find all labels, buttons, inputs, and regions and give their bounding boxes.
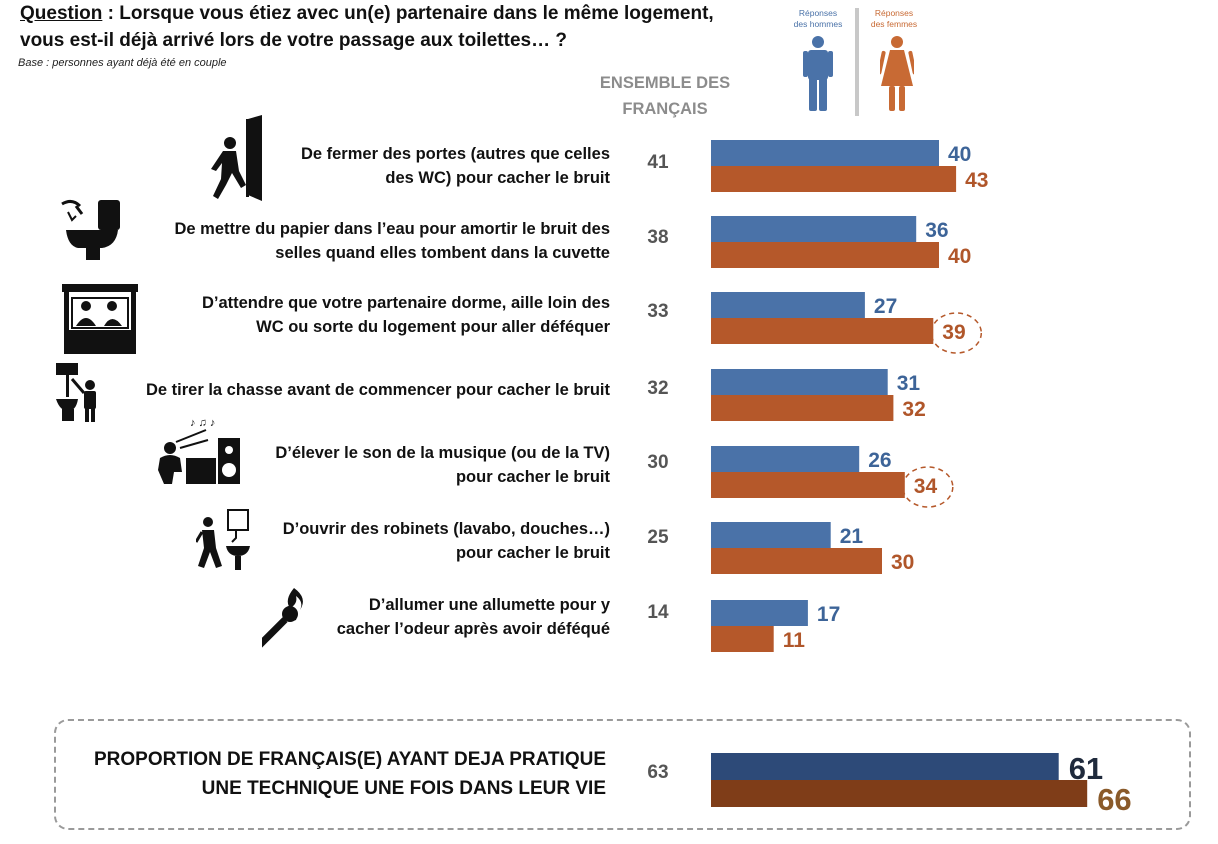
toilet-paper-icon — [61, 199, 120, 260]
ensemble-header-line1: ENSEMBLE DES — [599, 74, 731, 92]
row-label-line2: pour cacher le bruit — [455, 544, 610, 562]
bar-women — [711, 626, 774, 652]
summary-label-women: 66 — [1097, 782, 1131, 817]
bar-men — [711, 369, 888, 395]
bar-men — [711, 140, 939, 166]
summary-label-line1: PROPORTION DE FRANÇAIS(E) AYANT DEJA PRA… — [94, 749, 606, 770]
flush-toilet-icon — [56, 363, 96, 422]
legend-men-line2: des hommes — [793, 19, 843, 29]
bar-men — [711, 446, 860, 472]
legend-divider — [855, 8, 859, 116]
data-label-women: 32 — [902, 398, 925, 421]
row-label: D’élever le son de la musique (ou de la … — [275, 441, 610, 489]
row-label: D’attendre que votre partenaire dorme, a… — [202, 291, 610, 339]
ensemble-value: 32 — [647, 378, 669, 399]
bar-men — [711, 522, 831, 548]
question-text: Question : Lorsque vous étiez avec un(e)… — [20, 0, 714, 54]
data-label-men: 31 — [897, 372, 921, 395]
data-label-women: 11 — [783, 629, 806, 652]
legend-men-label: Réponses des hommes — [788, 8, 848, 30]
door-exit-icon — [211, 115, 262, 201]
row-label-line2: De tirer la chasse avant de commencer po… — [145, 381, 610, 399]
row-label-line1: D’élever le son de la musique (ou de la … — [275, 444, 610, 462]
summary-label-men: 61 — [1069, 751, 1103, 786]
woman-icon — [880, 36, 914, 111]
summary-label-line2: UNE TECHNIQUE UNE FOIS DANS LEUR VIE — [201, 778, 606, 799]
ensemble-value: 38 — [647, 227, 669, 248]
bar-women — [711, 548, 882, 574]
row-label-line2: WC ou sorte du logement pour aller déféq… — [256, 318, 610, 336]
bar-women — [711, 318, 934, 344]
row-label: De mettre du papier dans l’eau pour amor… — [174, 217, 610, 265]
ensemble-value: 14 — [647, 602, 669, 623]
data-label-men: 26 — [868, 449, 891, 472]
man-icon — [803, 36, 833, 111]
summary-ensemble-value: 63 — [647, 762, 669, 783]
row-label-line2: cacher l’odeur après avoir déféqué — [336, 620, 610, 638]
bar-men — [711, 600, 808, 626]
ensemble-header-line2: FRANÇAIS — [622, 100, 708, 118]
question-line2: vous est-il déjà arrivé lors de votre pa… — [20, 30, 567, 51]
row-label: D’allumer une allumette pour y cacher l’… — [337, 593, 610, 641]
summary-label: PROPORTION DE FRANÇAIS(E) AYANT DEJA PRA… — [94, 745, 606, 803]
legend-men-line1: Réponses — [798, 8, 838, 18]
match-icon — [262, 588, 303, 650]
summary-bar-men — [711, 753, 1059, 780]
row-label: De fermer des portes (autres que celles … — [301, 142, 610, 190]
row-label-line1: De mettre du papier dans l’eau pour amor… — [174, 220, 610, 238]
legend-women-line1: Réponses — [874, 8, 914, 18]
data-label-men: 40 — [948, 143, 971, 166]
row-label: D’ouvrir des robinets (lavabo, douches…)… — [283, 517, 610, 565]
data-label-women: 30 — [891, 551, 914, 574]
bar-men — [711, 216, 917, 242]
question-label: Question — [20, 3, 103, 24]
sleeping-partner-icon — [62, 284, 138, 354]
legend-women-line2: des femmes — [870, 19, 918, 29]
data-label-men: 27 — [874, 295, 897, 318]
svg-text:♪ ♫ ♪: ♪ ♫ ♪ — [190, 417, 215, 429]
music-speaker-icon: ♪ ♫ ♪ — [158, 417, 240, 484]
bar-women — [711, 242, 939, 268]
bar-men — [711, 292, 865, 318]
row-label-line1: De fermer des portes (autres que celles — [300, 145, 610, 163]
data-label-men: 21 — [840, 525, 864, 548]
row-label: De tirer la chasse avant de commencer po… — [146, 378, 610, 402]
ensemble-header: ENSEMBLE DES FRANÇAIS — [590, 70, 740, 122]
bar-women — [711, 395, 894, 421]
base-note: Base : personnes ayant déjà été en coupl… — [18, 57, 227, 69]
question-line1: : Lorsque vous étiez avec un(e) partenai… — [102, 3, 714, 24]
summary-box — [54, 719, 1191, 830]
data-label-women: 39 — [942, 321, 965, 344]
highlight-ring — [930, 312, 983, 354]
row-label-line1: D’attendre que votre partenaire dorme, a… — [201, 294, 610, 312]
ensemble-value: 30 — [647, 452, 669, 473]
row-label-line2: selles quand elles tombent dans la cuvet… — [275, 244, 610, 262]
row-label-line1: D’ouvrir des robinets (lavabo, douches…) — [282, 520, 610, 538]
highlight-ring — [902, 466, 954, 508]
data-label-men: 36 — [925, 219, 948, 242]
faucet-icon — [196, 509, 250, 570]
data-label-men: 17 — [817, 603, 840, 626]
ensemble-value: 33 — [647, 301, 669, 322]
data-label-women: 40 — [948, 245, 971, 268]
data-label-women: 43 — [965, 169, 988, 192]
row-label-line1: D’allumer une allumette pour y — [368, 596, 610, 614]
legend-women-label: Réponses des femmes — [864, 8, 924, 30]
ensemble-value: 41 — [647, 152, 669, 173]
bar-women — [711, 472, 905, 498]
ensemble-value: 25 — [647, 527, 669, 548]
summary-bar-women — [711, 780, 1088, 807]
bar-women — [711, 166, 957, 192]
row-label-line2: pour cacher le bruit — [455, 468, 610, 486]
row-label-line2: des WC) pour cacher le bruit — [385, 169, 610, 187]
data-label-women: 34 — [914, 475, 938, 498]
